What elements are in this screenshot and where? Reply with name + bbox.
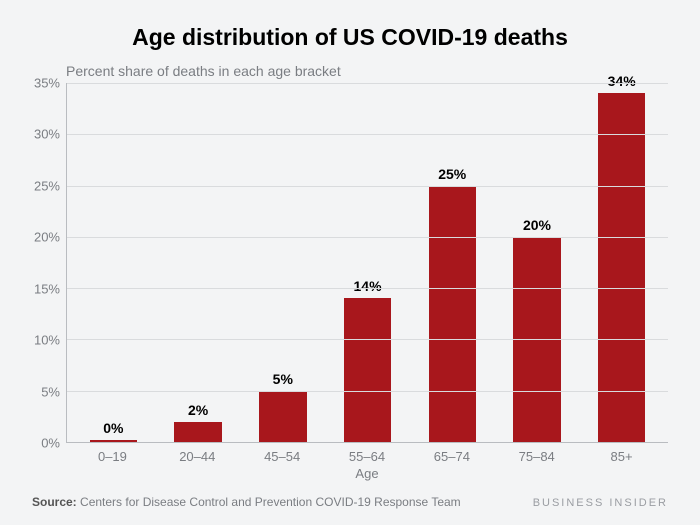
bar-value-label: 20% [523, 217, 551, 233]
grid-line [67, 83, 668, 84]
bar-value-label: 25% [438, 166, 466, 182]
x-axis-title: Age [66, 466, 668, 481]
bar: 2% [174, 422, 221, 443]
y-tick-label: 20% [34, 230, 60, 245]
bar-slot: 2% [156, 83, 241, 442]
grid-line [67, 186, 668, 187]
bar: 14% [344, 298, 391, 442]
bar-value-label: 5% [273, 371, 293, 387]
x-tick-label: 55–64 [325, 449, 410, 464]
bar-value-label: 14% [354, 278, 382, 294]
bar-slot: 34% [579, 83, 664, 442]
bar-slot: 20% [495, 83, 580, 442]
y-axis: 0%5%10%15%20%25%30%35% [32, 83, 66, 443]
x-tick-label: 45–54 [240, 449, 325, 464]
bar-slot: 25% [410, 83, 495, 442]
source-prefix: Source: [32, 495, 77, 509]
bar-value-label: 34% [608, 73, 636, 89]
bars-container: 0% 2% 5% 14% 25% 20% 34% [67, 83, 668, 442]
y-tick-label: 0% [41, 436, 60, 451]
grid-line [67, 237, 668, 238]
chart-title: Age distribution of US COVID-19 deaths [32, 24, 668, 51]
plot-area: 0% 2% 5% 14% 25% 20% 34% [66, 83, 668, 443]
y-tick-label: 35% [34, 76, 60, 91]
bar: 0% [90, 440, 137, 442]
grid-line [67, 391, 668, 392]
y-tick-label: 15% [34, 281, 60, 296]
source-text: Centers for Disease Control and Preventi… [80, 495, 461, 509]
y-tick-label: 5% [41, 384, 60, 399]
bar-slot: 0% [71, 83, 156, 442]
x-tick-label: 20–44 [155, 449, 240, 464]
y-tick-label: 30% [34, 127, 60, 142]
chart-area: 0%5%10%15%20%25%30%35% 0%2%5%14%25%20%34… [32, 83, 668, 443]
bar-value-label: 2% [188, 402, 208, 418]
grid-line [67, 134, 668, 135]
bar: 25% [429, 186, 476, 442]
bar-value-label: 0% [103, 420, 123, 436]
bar: 34% [598, 93, 645, 442]
chart-footer: Source: Centers for Disease Control and … [32, 495, 668, 509]
source-line: Source: Centers for Disease Control and … [32, 495, 461, 509]
chart-card: Age distribution of US COVID-19 deaths P… [0, 0, 700, 525]
bar: 5% [259, 391, 306, 442]
x-tick-label: 85+ [579, 449, 664, 464]
grid-line [67, 288, 668, 289]
brand-watermark: BUSINESS INSIDER [533, 497, 668, 509]
x-tick-label: 0–19 [70, 449, 155, 464]
bar-slot: 14% [325, 83, 410, 442]
chart-subtitle: Percent share of deaths in each age brac… [66, 63, 668, 79]
grid-line [67, 339, 668, 340]
y-tick-label: 10% [34, 333, 60, 348]
y-tick-label: 25% [34, 178, 60, 193]
x-axis: 0–1920–4445–5455–6465–7475–8485+ [66, 443, 668, 464]
x-tick-label: 75–84 [494, 449, 579, 464]
x-tick-label: 65–74 [409, 449, 494, 464]
bar-slot: 5% [240, 83, 325, 442]
